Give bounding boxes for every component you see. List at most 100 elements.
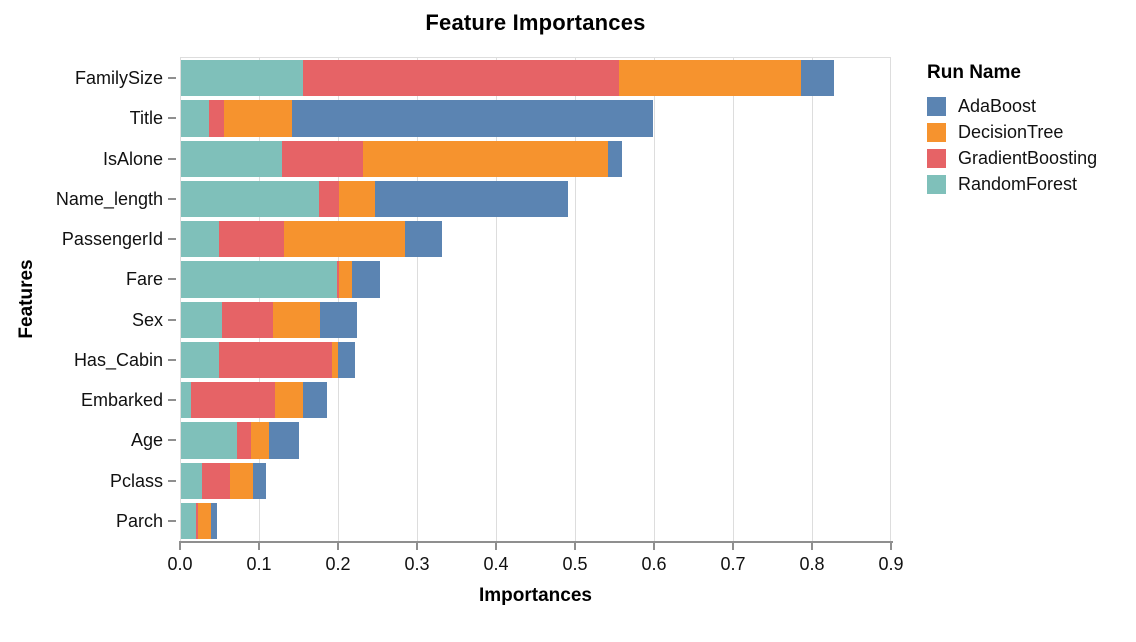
bar-row [181,382,328,419]
bar-row [181,502,218,539]
bar-segment-gradientboosting [282,140,363,177]
bar-segment-decisiontree [272,301,321,338]
legend-swatch-adaboost [927,97,946,116]
bar-segment-randomforest [181,180,320,217]
bar-segment-decisiontree [198,502,211,539]
bar-segment-gradientboosting [202,462,230,499]
y-tick-label: IsAlone [102,148,163,169]
bar-row [181,60,835,97]
bar-segment-adaboost [252,462,266,499]
y-tick [168,157,176,160]
legend-swatch-randomforest [927,175,946,194]
x-tick-label: 0.9 [878,554,904,574]
bar-segment-randomforest [181,100,210,137]
bar-segment-decisiontree [362,140,608,177]
bar-segment-gradientboosting [237,422,252,459]
x-tick-label: 0.1 [246,554,272,574]
legend-title: Run Name [927,62,1021,83]
bar-segment-decisiontree [251,422,270,459]
bar-row [181,221,442,258]
bar-segment-adaboost [338,341,355,378]
bar-segment-randomforest [181,502,196,539]
legend-item: RandomForest [927,175,1097,194]
bar-segment-decisiontree [275,382,303,419]
y-tick [168,117,176,120]
legend-items: AdaBoost DecisionTree GradientBoosting Rand… [927,97,1097,194]
legend-item-label: RandomForest [958,174,1078,194]
y-tick-label: FamilySize [74,68,163,89]
bar-row [181,462,266,499]
x-tick [416,543,418,550]
x-tick-label: 0.5 [562,554,588,574]
y-tick-label: Parch [115,510,163,531]
gridline [259,58,260,541]
bar-row [181,140,622,177]
bar-segment-decisiontree [283,221,406,258]
bar-segment-adaboost [320,301,358,338]
x-tick-label: 0.2 [325,554,351,574]
x-tick [179,543,181,550]
bar-segment-gradientboosting [191,382,275,419]
bar-segment-adaboost [801,60,835,97]
bar-segment-decisiontree [331,341,339,378]
y-tick-label: Fare [125,269,163,290]
y-tick-label: Pclass [109,470,163,491]
legend-swatch-gradientboosting [927,149,946,168]
bar-segment-adaboost [302,382,328,419]
y-tick [168,238,176,241]
gridline [338,58,339,541]
bar-segment-decisiontree [339,180,375,217]
y-tick [168,77,176,80]
x-tick-label: 0.6 [641,554,667,574]
gridline [733,58,734,541]
x-tick-label: 0.8 [799,554,825,574]
x-tick [811,543,813,550]
bar-segment-randomforest [181,261,338,298]
x-tick [258,543,260,550]
bar-segment-gradientboosting [218,341,332,378]
chart-title: Feature Importances [425,10,646,35]
bar-segment-randomforest [181,221,219,258]
x-tick [890,543,892,550]
y-tick-label: Sex [131,309,163,330]
bar-segment-randomforest [181,140,283,177]
y-tick-label: Has_Cabin [73,349,163,370]
bar-segment-gradientboosting [218,221,284,258]
bar-segment-randomforest [181,60,304,97]
y-tick-label: Title [129,108,163,129]
bar-segment-randomforest [181,341,219,378]
gridline [812,58,813,541]
bar-segment-decisiontree [619,60,802,97]
legend-item: DecisionTree [927,123,1097,142]
x-tick-label: 0.4 [483,554,509,574]
bar-segment-decisiontree [224,100,292,137]
plot-area [180,57,891,542]
legend-item-label: AdaBoost [958,96,1037,116]
x-tick [732,543,734,550]
y-tick [168,278,176,281]
bar-segment-adaboost [607,140,622,177]
gridline [417,58,418,541]
bar-segment-randomforest [181,382,192,419]
x-tick [653,543,655,550]
bar-segment-gradientboosting [209,100,225,137]
bar-segment-adaboost [374,180,569,217]
bar-segment-gradientboosting [337,261,339,298]
y-tick-label: Name_length [55,188,163,209]
bar-segment-gradientboosting [196,502,199,539]
x-tick [495,543,497,550]
bar-row [181,261,381,298]
y-tick [168,358,176,361]
bar-segment-gradientboosting [319,180,339,217]
y-tick-label: Age [130,430,163,451]
bar-segment-decisiontree [338,261,352,298]
legend-item-label: DecisionTree [958,122,1064,142]
bar-segment-randomforest [181,301,223,338]
y-tick [168,479,176,482]
bar-segment-adaboost [269,422,299,459]
bar-segment-adaboost [351,261,381,298]
legend-swatch-decisiontree [927,123,946,142]
x-axis-line [179,541,893,543]
y-tick-label: Embarked [80,390,163,411]
